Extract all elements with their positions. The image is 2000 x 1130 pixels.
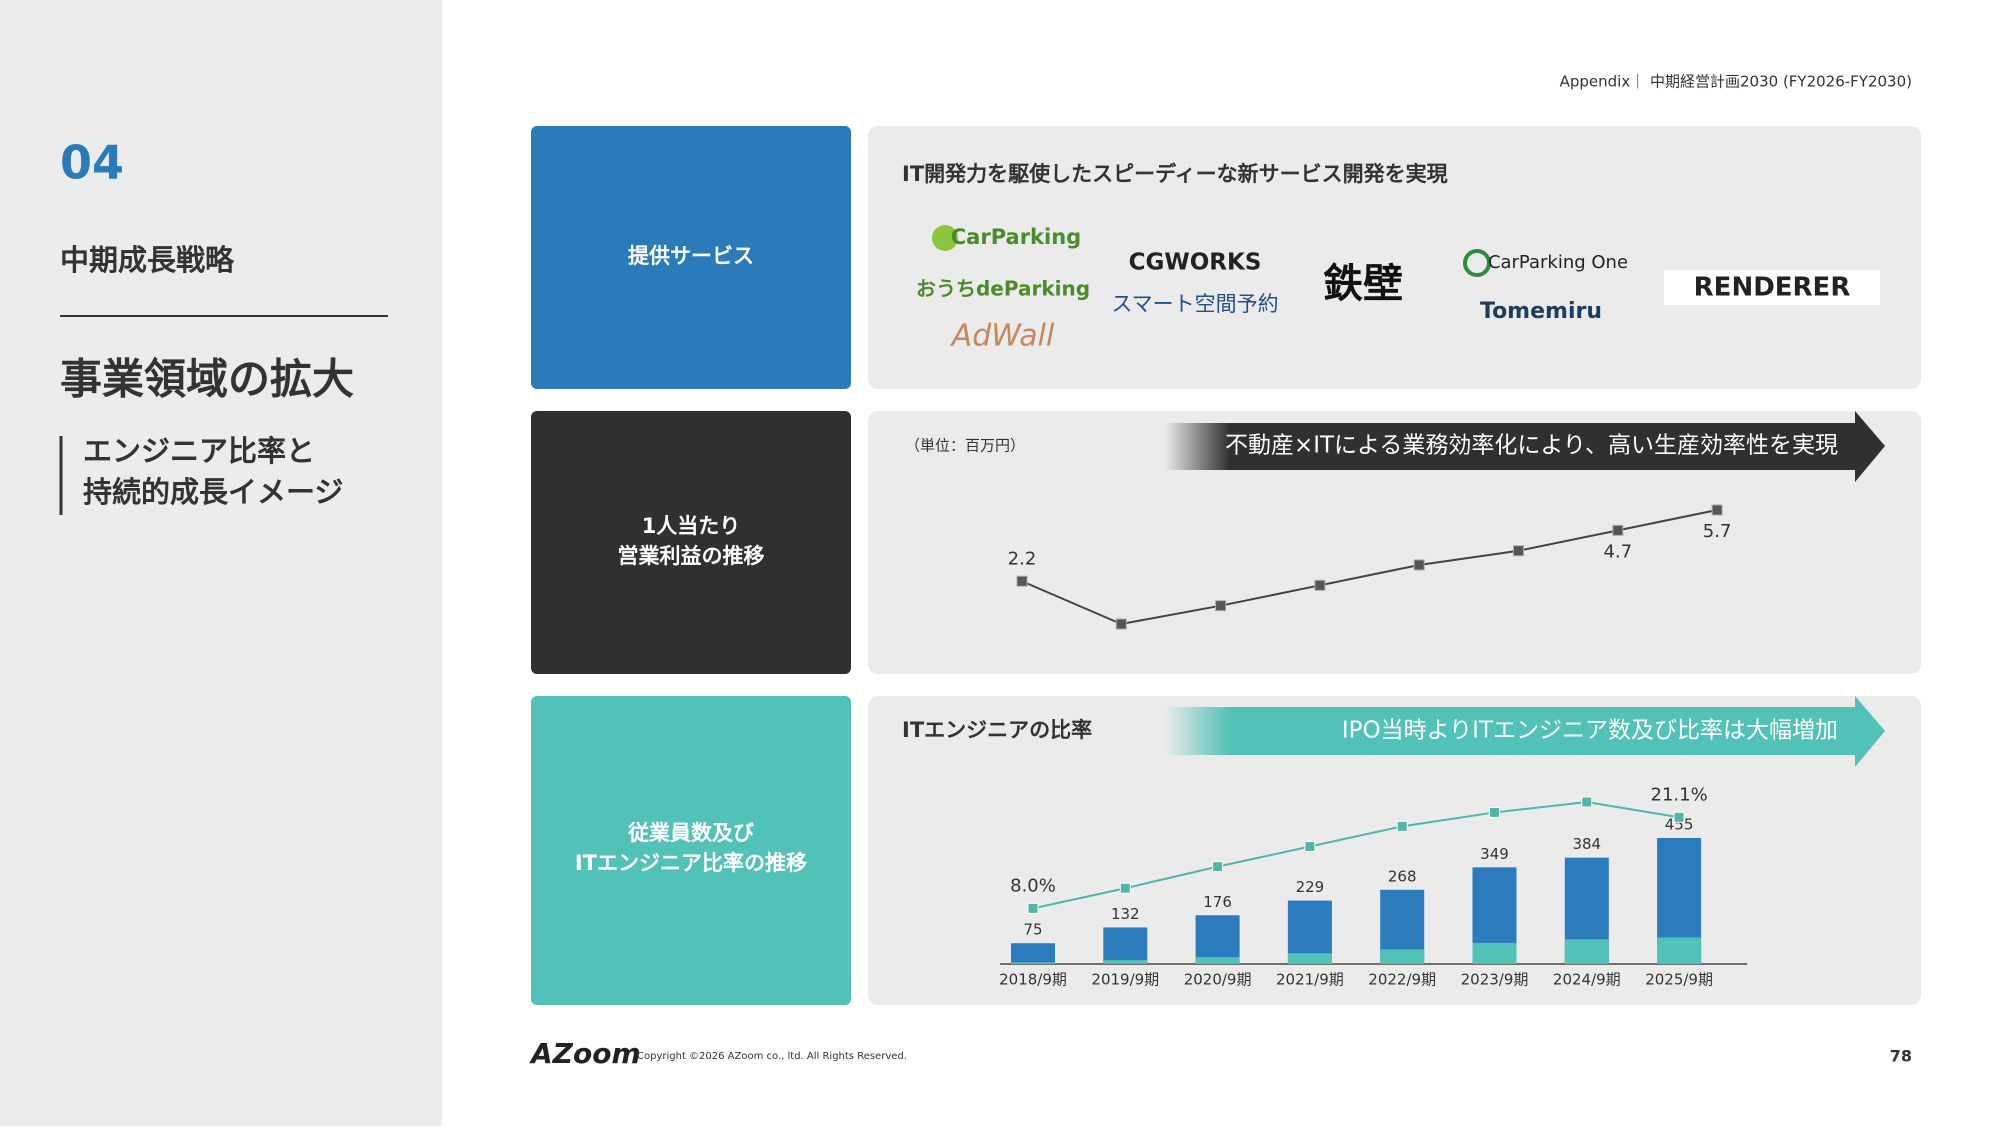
bar bbox=[1195, 915, 1240, 964]
row-label: 営業利益の推移 bbox=[618, 544, 765, 568]
panel bbox=[868, 411, 1921, 674]
bar bbox=[1011, 962, 1055, 964]
x-tick-label: 2025/9期 bbox=[1645, 971, 1713, 989]
logo-icon bbox=[932, 225, 958, 251]
marker bbox=[1016, 575, 1028, 587]
data-label: 2.2 bbox=[1008, 548, 1037, 569]
x-tick-label: 2019/9期 bbox=[1091, 971, 1159, 989]
marker bbox=[1711, 504, 1723, 516]
bar bbox=[1103, 960, 1148, 964]
bar bbox=[1564, 939, 1609, 964]
banner-text: IPO当時よりITエンジニア数及び比率は大幅増加 bbox=[1342, 718, 1838, 744]
x-tick-label: 2022/9期 bbox=[1368, 971, 1436, 989]
footer-logo: AZoom bbox=[529, 1037, 641, 1070]
banner-text: 不動産×ITによる業務効率化により、高い生産効率性を実現 bbox=[1225, 433, 1838, 459]
marker bbox=[1612, 524, 1624, 536]
logo-box bbox=[1664, 270, 1880, 305]
logo: CarParking One bbox=[1488, 252, 1628, 273]
page-number: 78 bbox=[1890, 1047, 1912, 1066]
sidebar bbox=[0, 0, 442, 1126]
data-label: 268 bbox=[1388, 867, 1417, 885]
data-label: 176 bbox=[1203, 893, 1232, 911]
data-label: 229 bbox=[1296, 878, 1325, 896]
logo: 鉄壁 bbox=[1323, 260, 1403, 307]
panel-heading: IT開発力を駆使したスピーディーな新サービス開発を実現 bbox=[902, 162, 1448, 186]
marker bbox=[1212, 861, 1224, 873]
breadcrumb: Appendix｜ 中期経営計画2030 (FY2026-FY2030) bbox=[1560, 73, 1912, 91]
x-tick-label: 2020/9期 bbox=[1184, 971, 1252, 989]
marker bbox=[1119, 882, 1131, 894]
row-label-box bbox=[531, 696, 851, 1005]
x-tick-label: 2021/9期 bbox=[1276, 971, 1344, 989]
chart-title: ITエンジニアの比率 bbox=[902, 718, 1092, 742]
bar bbox=[1011, 943, 1055, 964]
marker bbox=[1396, 820, 1408, 832]
logo: CGWORKS bbox=[1129, 250, 1262, 276]
data-label: 8.0% bbox=[1010, 875, 1056, 896]
data-label: 384 bbox=[1572, 835, 1601, 853]
marker bbox=[1489, 806, 1500, 818]
copyright: Copyright ©2026 AZoom co., ltd. All Righ… bbox=[637, 1051, 907, 1062]
row-label: 従業員数及び bbox=[627, 821, 754, 845]
logo: CarParking bbox=[951, 225, 1081, 249]
banner-arrow bbox=[1165, 696, 1885, 767]
bar bbox=[1380, 949, 1425, 964]
data-label: 21.1% bbox=[1651, 784, 1708, 805]
row-label: 提供サービス bbox=[628, 244, 754, 268]
row-label: 1人当たり bbox=[642, 514, 741, 538]
x-tick-label: 2024/9期 bbox=[1553, 971, 1621, 989]
bar bbox=[1103, 927, 1148, 964]
x-tick-label: 2018/9期 bbox=[999, 971, 1067, 989]
x-tick-label: 2023/9期 bbox=[1461, 971, 1529, 989]
data-label: 132 bbox=[1111, 905, 1140, 923]
logo: おうちdeParking bbox=[916, 277, 1090, 301]
marker bbox=[1314, 579, 1326, 591]
section-number: 04 bbox=[60, 136, 124, 190]
logo: Tomemiru bbox=[1480, 299, 1602, 324]
marker bbox=[1027, 902, 1039, 914]
bar bbox=[1195, 957, 1240, 964]
bar bbox=[1472, 942, 1517, 964]
logo: AdWall bbox=[950, 319, 1055, 354]
bar bbox=[1287, 953, 1332, 964]
data-label: 455 bbox=[1665, 816, 1694, 834]
row-label-box bbox=[531, 411, 851, 674]
row-label: ITエンジニア比率の推移 bbox=[575, 851, 807, 875]
marker bbox=[1215, 600, 1227, 612]
data-label: 349 bbox=[1480, 845, 1509, 863]
bar bbox=[1657, 937, 1702, 964]
marker bbox=[1304, 840, 1316, 852]
data-label: 4.7 bbox=[1603, 541, 1632, 562]
line bbox=[1021, 509, 1718, 626]
marker bbox=[1513, 545, 1524, 557]
subtitle: 持続的成長イメージ bbox=[83, 475, 343, 509]
data-label: 75 bbox=[1023, 921, 1042, 939]
marker bbox=[1413, 559, 1425, 571]
banner-arrow bbox=[1165, 411, 1885, 482]
unit-note: （単位：百万円） bbox=[905, 437, 1025, 455]
row-label-box bbox=[531, 126, 851, 389]
panel bbox=[868, 126, 1921, 389]
marker bbox=[1581, 796, 1593, 808]
marker bbox=[1115, 618, 1127, 630]
section-name: 中期成長戦略 bbox=[60, 243, 235, 277]
page-title: 事業領域の拡大 bbox=[60, 355, 354, 404]
data-label: 5.7 bbox=[1703, 521, 1732, 542]
logo: スマート空間予約 bbox=[1111, 292, 1278, 316]
logo: RENDERER bbox=[1694, 273, 1851, 303]
subtitle: エンジニア比率と bbox=[83, 434, 315, 468]
marker bbox=[1673, 811, 1685, 823]
logo-icon bbox=[1463, 249, 1491, 277]
line bbox=[1032, 800, 1680, 910]
